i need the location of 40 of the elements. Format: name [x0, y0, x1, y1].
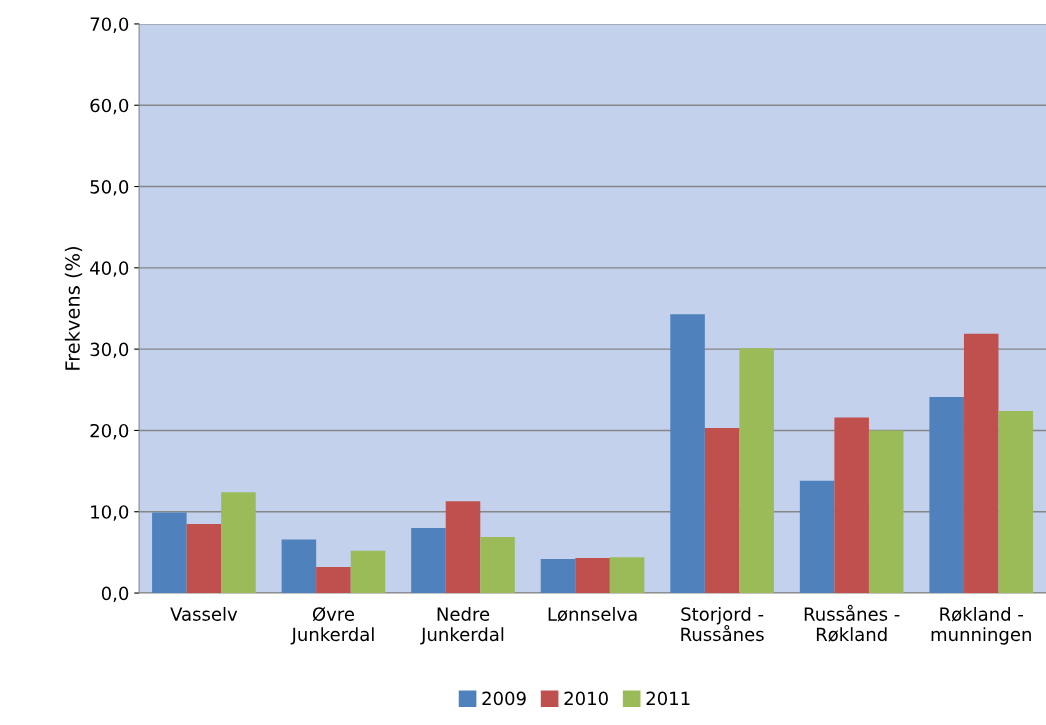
- bar: [152, 512, 187, 594]
- y-tick-label: 10,0: [91, 505, 129, 521]
- bar: [704, 428, 740, 594]
- bar: [445, 501, 481, 594]
- y-tick-label: 70,0: [90, 17, 129, 33]
- bar: [480, 536, 515, 594]
- bar: [929, 397, 964, 594]
- bar: [609, 557, 645, 594]
- legend-label: 2010: [564, 691, 608, 706]
- y-tick-label: 0,0: [101, 586, 129, 603]
- bar: [411, 528, 446, 594]
- bar: [963, 333, 999, 594]
- bar: [998, 410, 1034, 594]
- y-tick-label: 50,0: [90, 179, 129, 196]
- x-tick-label: Nedre Junkerdal: [420, 606, 504, 645]
- bar: [739, 348, 774, 594]
- y-tick-label: 60,0: [90, 98, 129, 115]
- x-tick-label: Lønnselva: [548, 606, 637, 622]
- bar: [868, 430, 904, 594]
- bar: [350, 550, 386, 594]
- legend-label: 2011: [646, 691, 690, 706]
- bar: [799, 480, 835, 594]
- x-tick-label: Røkland - munningen: [931, 606, 1031, 645]
- y-axis-title: Frekvens (%): [64, 247, 83, 370]
- bar: [221, 492, 256, 594]
- bar: [575, 558, 610, 594]
- x-tick-label: Russånes - Røkland: [804, 604, 900, 642]
- bar: [186, 523, 222, 594]
- x-tick-label: Storjord - Russånes: [681, 606, 764, 642]
- y-tick-label: 20,0: [90, 423, 129, 440]
- bar: [316, 567, 351, 594]
- bar: [670, 314, 705, 594]
- y-tick-label: 40,0: [90, 261, 129, 277]
- y-tick-label: 30,0: [90, 342, 129, 359]
- bar: [281, 539, 317, 594]
- bar: [834, 417, 869, 594]
- x-tick-label: Vasselv: [170, 606, 238, 621]
- bar: [540, 558, 576, 594]
- legend-label: 2009: [482, 691, 526, 706]
- x-tick-label: Øvre Junkerdal: [290, 606, 374, 645]
